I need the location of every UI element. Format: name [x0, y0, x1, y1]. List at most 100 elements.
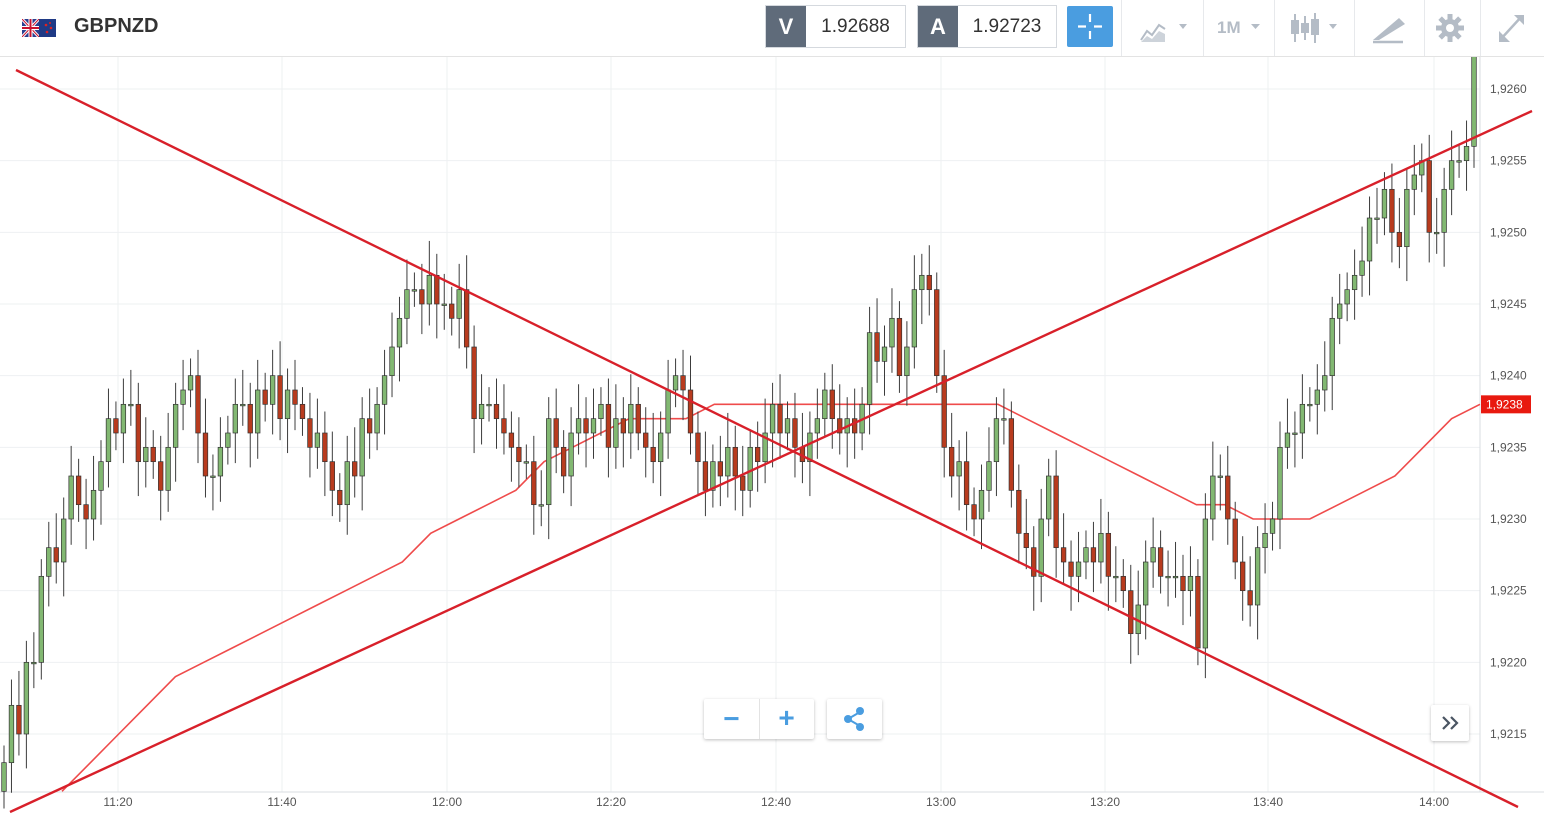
- candle-bearish: [299, 403, 306, 420]
- candle-bullish: [1113, 575, 1119, 579]
- candle-bullish: [613, 418, 619, 448]
- candle-bullish: [1284, 432, 1291, 448]
- candle-bearish: [434, 274, 440, 305]
- candle-bearish: [202, 432, 209, 477]
- candle-bullish: [1277, 446, 1283, 520]
- candle-bullish: [180, 389, 186, 405]
- scroll-to-latest-button[interactable]: [1431, 705, 1469, 741]
- buy-price-box[interactable]: A 1.92723: [917, 5, 1057, 48]
- candle-bullish: [1269, 518, 1276, 534]
- candle-bearish: [277, 375, 283, 420]
- candle-bullish: [1404, 188, 1410, 248]
- candle-bullish: [1143, 561, 1149, 606]
- settings-button[interactable]: [1432, 0, 1472, 56]
- time-tick-label: 13:20: [1090, 795, 1120, 809]
- candle-bullish: [1210, 475, 1216, 520]
- drawing-tools-button[interactable]: [1365, 0, 1413, 56]
- zoom-in-button[interactable]: +: [759, 699, 814, 739]
- price-tick-label: 1,9215: [1490, 727, 1527, 741]
- candle-bullish: [456, 289, 462, 319]
- candle-bearish: [1090, 547, 1097, 563]
- candle-bullish: [993, 418, 1000, 463]
- candle-bearish: [896, 317, 903, 377]
- candle-bearish: [75, 475, 82, 506]
- candle-bullish: [1083, 547, 1089, 563]
- candle-bullish: [747, 446, 753, 491]
- candle-bearish: [1120, 575, 1126, 592]
- candle-bearish: [1389, 188, 1395, 233]
- candle-bullish: [1172, 575, 1179, 579]
- candle-bearish: [941, 375, 947, 448]
- candle-bearish: [553, 418, 559, 448]
- candle-bearish: [1105, 532, 1112, 577]
- candle-bearish: [963, 461, 970, 506]
- share-button[interactable]: [827, 699, 882, 739]
- candle-bullish: [269, 375, 276, 405]
- sell-price-box[interactable]: V 1.92688: [765, 5, 906, 48]
- chart-type-button[interactable]: [1135, 0, 1195, 56]
- candle-bullish: [8, 704, 15, 764]
- candle-bullish: [1, 762, 7, 792]
- candle-bearish: [643, 432, 649, 448]
- candle-bullish: [710, 461, 716, 491]
- price-tick-label: 1,9260: [1490, 82, 1527, 96]
- price-tick-label: 1,9250: [1490, 225, 1527, 239]
- candle-bearish: [1225, 475, 1231, 520]
- candle-bullish: [1150, 547, 1156, 563]
- candle-bullish: [866, 332, 873, 405]
- candle-bullish: [1254, 547, 1261, 606]
- candle-bearish: [329, 461, 335, 491]
- candle-bearish: [949, 446, 955, 477]
- candle-bullish: [1351, 274, 1358, 291]
- expand-button[interactable]: [1488, 0, 1536, 56]
- candle-bullish: [1217, 475, 1223, 478]
- candle-bullish: [575, 418, 582, 434]
- candle-bearish: [508, 432, 515, 448]
- candle-bullish: [1374, 217, 1380, 220]
- candle-bearish: [702, 461, 709, 491]
- crosshair-button[interactable]: [1067, 6, 1113, 47]
- candle-bullish: [672, 375, 679, 391]
- double-chevron-right-icon: [1442, 716, 1459, 730]
- candle-bullish: [172, 403, 179, 448]
- buy-price: 1.92723: [972, 16, 1042, 37]
- candle-bearish: [366, 418, 373, 434]
- time-tick-label: 13:40: [1253, 795, 1283, 809]
- candle-bullish: [1046, 475, 1052, 520]
- candle-bullish: [1381, 188, 1388, 219]
- toolbar-separator: [1274, 0, 1275, 56]
- candle-style-button[interactable]: [1285, 0, 1345, 56]
- toolbar-separator: [1480, 0, 1481, 56]
- candle-bullish: [1202, 518, 1209, 649]
- candle-bullish: [1314, 389, 1320, 405]
- candle-bullish: [128, 403, 134, 407]
- candle-bullish: [1098, 532, 1104, 563]
- candle-bullish: [98, 461, 104, 491]
- share-icon: [844, 707, 864, 731]
- candle-bullish: [255, 389, 261, 434]
- candle-bullish: [61, 518, 67, 563]
- zoom-out-icon: −: [723, 703, 740, 734]
- candle-bearish: [1068, 561, 1074, 577]
- moving-average-tag: [1481, 395, 1531, 414]
- candle-bearish: [307, 418, 313, 448]
- chart-type-icon: [1140, 23, 1187, 42]
- candle-bullish: [598, 403, 604, 420]
- candle-bullish: [657, 432, 664, 463]
- candle-bearish: [463, 289, 470, 348]
- candle-bullish: [426, 274, 432, 305]
- candle-bearish: [135, 403, 141, 463]
- candle-bullish: [1411, 174, 1417, 190]
- candle-bearish: [1008, 418, 1015, 491]
- candle-bearish: [419, 289, 425, 305]
- timeframe-dropdown[interactable]: 1M: [1212, 0, 1270, 56]
- candle-bullish: [1456, 160, 1462, 163]
- price-chart[interactable]: 11:20 11:40 12:00 12:20 12:40 13:00 13:20 13:40…: [0, 57, 1544, 824]
- zoom-out-button[interactable]: −: [704, 699, 759, 739]
- candle-bullish: [31, 661, 37, 665]
- candle-bullish: [1337, 303, 1343, 319]
- candle-bullish: [628, 403, 634, 434]
- candle-bullish: [911, 289, 918, 348]
- candle-bearish: [53, 547, 59, 563]
- candle-bearish: [493, 403, 500, 420]
